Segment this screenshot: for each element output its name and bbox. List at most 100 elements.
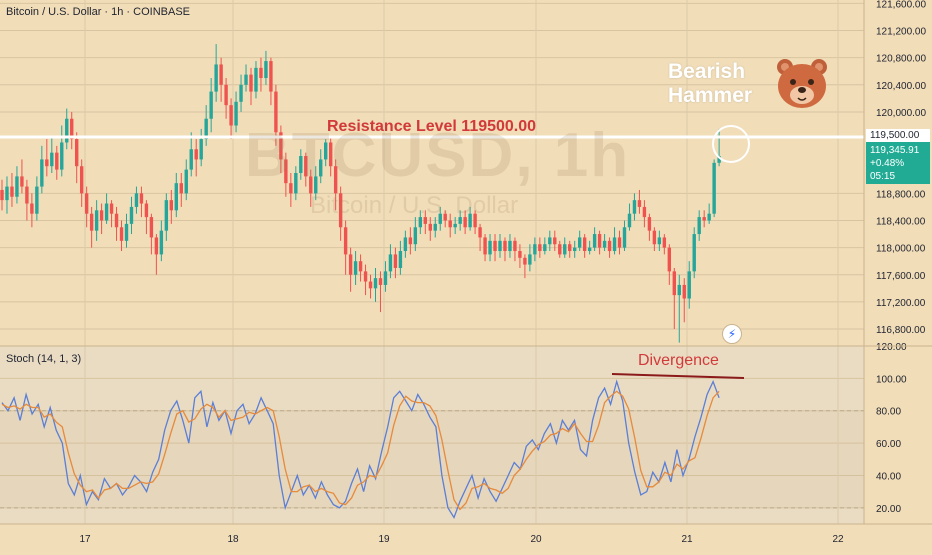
candle-body <box>269 61 273 92</box>
time-tick-label: 20 <box>530 534 542 545</box>
candle-body <box>667 247 672 272</box>
stoch-tick-label: 20.00 <box>876 504 901 515</box>
candle-body <box>433 223 437 231</box>
candle-body <box>702 217 706 221</box>
candle <box>707 203 711 224</box>
candle <box>493 234 497 262</box>
candle <box>279 125 283 173</box>
price-tick-label: 121,600.00 <box>876 0 926 10</box>
candle <box>149 213 154 255</box>
candle-body <box>463 217 467 228</box>
candle <box>79 159 84 207</box>
candle-body <box>418 217 423 228</box>
candle-body <box>568 244 572 252</box>
price-tick-label: 117,600.00 <box>876 271 926 282</box>
candle-body <box>254 67 258 92</box>
time-tick-label: 19 <box>378 534 390 545</box>
candle-body <box>483 237 487 255</box>
candle <box>528 244 532 272</box>
candle <box>304 152 308 187</box>
candle-body <box>304 156 308 177</box>
candle-body <box>717 156 721 163</box>
candle-body <box>612 237 617 252</box>
price-tick-label: 118,800.00 <box>876 189 926 200</box>
candle <box>428 217 432 241</box>
candle-body <box>79 166 84 194</box>
candle <box>124 213 129 248</box>
candle-body <box>139 193 144 204</box>
candle-body <box>5 186 9 201</box>
candle-body <box>259 67 263 79</box>
stoch-series-k <box>1 379 720 519</box>
candle <box>244 64 248 92</box>
candle <box>478 223 482 252</box>
candle-body <box>503 240 507 252</box>
candle <box>388 244 393 279</box>
candle <box>687 261 691 309</box>
candle-body <box>538 244 542 252</box>
candle <box>309 169 313 207</box>
symbol-title: Bitcoin / U.S. Dollar · 1h · COINBASE <box>6 6 190 18</box>
candle-body <box>309 176 313 194</box>
candle-body <box>458 217 462 224</box>
candle-body <box>109 203 114 214</box>
candle-body <box>294 173 298 194</box>
stoch-tick-label: 100.00 <box>876 374 907 385</box>
candle <box>109 200 114 228</box>
candle-body <box>662 237 667 248</box>
candle <box>25 179 29 221</box>
candle-body <box>597 234 602 248</box>
candle-body <box>333 166 338 194</box>
bearish-hammer-label: Bearish Hammer <box>668 60 752 108</box>
price-tick-label: 120,000.00 <box>876 108 926 119</box>
last-price-badge: 119,345.91 +0.48% 05:15 <box>866 142 930 184</box>
lightning-icon[interactable]: ⚡ <box>722 324 742 344</box>
candle-body <box>324 142 328 160</box>
candle <box>652 227 657 252</box>
candle-body <box>209 91 213 119</box>
candle-body <box>94 210 99 231</box>
candle-body <box>20 176 24 187</box>
candle-body <box>468 213 472 228</box>
price-change: +0.48% <box>870 158 905 169</box>
candle-body <box>84 193 89 214</box>
candle <box>84 186 89 228</box>
price-tick-label: 121,200.00 <box>876 27 926 38</box>
candle <box>592 227 597 252</box>
candle <box>667 244 672 285</box>
candle-body <box>398 251 403 268</box>
candle-body <box>299 156 303 173</box>
price-tick-label: 120,800.00 <box>876 54 926 65</box>
candle <box>483 234 487 262</box>
candle-body <box>478 227 482 238</box>
candle <box>697 210 701 241</box>
candle-body <box>637 200 642 207</box>
candle-body <box>274 91 278 133</box>
candle <box>717 128 721 167</box>
stoch-band <box>0 410 864 508</box>
candle-body <box>513 240 517 252</box>
candle-body <box>114 213 119 228</box>
time-tick-label: 22 <box>832 534 844 545</box>
candle <box>229 98 233 140</box>
candle-body <box>289 183 293 194</box>
candle <box>40 145 44 194</box>
candle <box>264 50 268 85</box>
candle <box>114 206 119 241</box>
candle <box>328 135 333 177</box>
candle <box>602 234 607 252</box>
candle-body <box>104 203 109 221</box>
candle-body <box>75 139 79 167</box>
candle-body <box>712 162 716 214</box>
candle-body <box>607 240 612 252</box>
candle <box>513 237 517 262</box>
candle <box>324 139 328 167</box>
candle-body <box>119 227 124 241</box>
resistance-label: Resistance Level 119500.00 <box>327 118 537 135</box>
candle-body <box>548 237 552 245</box>
candle <box>597 230 602 255</box>
candle-body <box>179 183 183 194</box>
candle-body <box>249 74 253 92</box>
candle-body <box>144 203 149 218</box>
